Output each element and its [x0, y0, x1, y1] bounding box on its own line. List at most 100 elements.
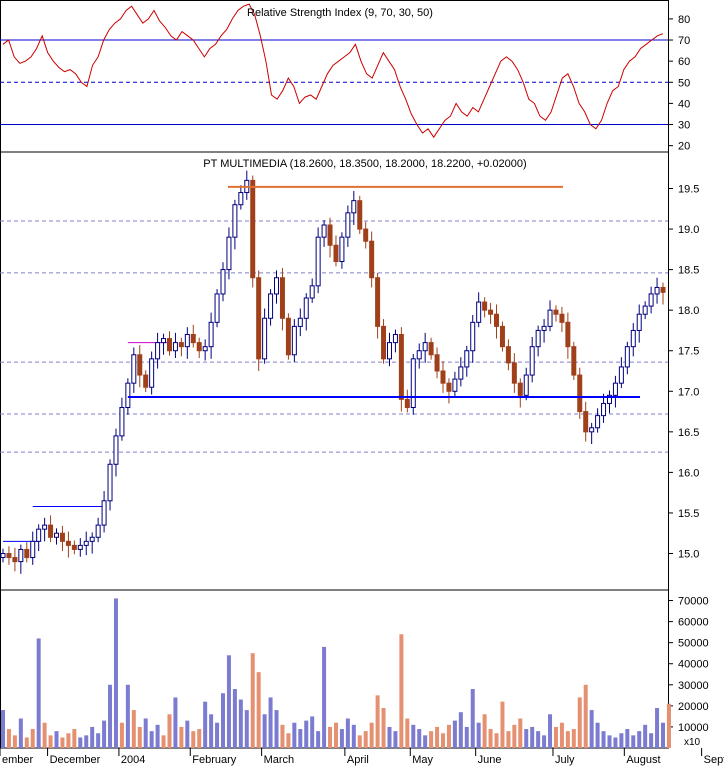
volume-bar [96, 733, 101, 748]
candle-body [0, 553, 6, 559]
candle-body [71, 544, 77, 550]
volume-bar [405, 718, 410, 748]
volume-bar [631, 735, 636, 748]
candle-body [464, 350, 470, 368]
volume-bar [607, 735, 612, 748]
candle-body [226, 236, 232, 271]
volume-bar [393, 731, 398, 748]
rsi-title: Relative Strength Index (9, 70, 30, 50) [247, 7, 433, 19]
candle-body [511, 362, 517, 384]
price-tick-label: 16.0 [678, 467, 699, 479]
candle-body [274, 277, 280, 295]
candle-body [505, 346, 511, 364]
volume-bar [530, 726, 535, 748]
candle-body [250, 179, 256, 279]
volume-bar [655, 707, 660, 748]
volume-bar [328, 726, 333, 748]
volume-bar [565, 731, 570, 748]
volume-bar [548, 714, 553, 748]
volume-tick-label: 70000 [678, 596, 709, 608]
volume-bar [613, 737, 618, 748]
candle-body [618, 366, 624, 384]
volume-bar [42, 722, 47, 748]
volume-bar [399, 634, 404, 748]
volume-bar [577, 697, 582, 748]
volume-bar [250, 653, 255, 748]
candle-body [77, 544, 83, 550]
volume-bar [18, 718, 23, 748]
volume-bar [24, 737, 29, 748]
volume-bar [66, 733, 71, 748]
volume-bar [191, 731, 196, 748]
volume-bar [619, 733, 624, 748]
candle-body [119, 407, 125, 437]
volume-bar [6, 729, 11, 748]
price-tick-label: 16.5 [678, 427, 699, 439]
volume-tick-label: 50000 [678, 638, 709, 650]
candle-body [416, 350, 422, 360]
volume-bar [524, 729, 529, 748]
candle-body [65, 540, 71, 546]
volume-bar [1, 710, 5, 748]
candle-body [499, 325, 505, 348]
candle-body [238, 192, 244, 206]
candle-body [428, 342, 434, 356]
candle-body [559, 313, 565, 323]
candle-body [291, 325, 297, 356]
rsi-tick-label: 70 [678, 35, 690, 47]
volume-bar [381, 707, 386, 748]
volume-bar [589, 710, 594, 748]
candle-body [381, 325, 387, 360]
volume-bar [595, 722, 600, 748]
rsi-tick-label: 60 [678, 56, 690, 68]
volume-bar [518, 718, 523, 748]
volume-bar [298, 729, 303, 748]
candle-body [494, 313, 500, 327]
volume-bar [215, 722, 220, 748]
candle-body [547, 309, 553, 327]
volume-bar [90, 726, 95, 748]
candle-body [553, 309, 559, 315]
rsi-panel: 20 30 40 50 60 70 80 [0, 0, 690, 153]
candle-body [149, 358, 155, 388]
volume-bar [221, 693, 225, 748]
volume-bar [488, 729, 493, 748]
candle-body [303, 297, 309, 319]
candle-body [458, 366, 464, 380]
volume-bar [446, 724, 451, 748]
volume-bar [310, 716, 315, 748]
volume-bar [494, 733, 499, 748]
price-tick-label: 15.5 [678, 508, 699, 520]
candle-body [446, 382, 452, 392]
candle-body [422, 342, 428, 352]
candle-body [541, 325, 547, 331]
volume-panel: 10000 20000 30000 40000 50000 60000 70000 [0, 589, 709, 749]
candle-body [131, 354, 137, 384]
volume-bar [131, 710, 136, 748]
volume-tick-label: 60000 [678, 617, 709, 629]
volume-bar [470, 689, 475, 748]
price-tick-label: 18.5 [678, 265, 699, 277]
volume-bar [155, 724, 160, 748]
candle-body [137, 354, 143, 376]
volume-bar [369, 722, 374, 748]
candle-body [333, 244, 339, 262]
candle-body [529, 346, 535, 376]
candle-body [369, 240, 375, 279]
rsi-tick-label: 20 [678, 141, 690, 153]
price-tick-label: 17.0 [678, 386, 699, 398]
volume-bar [637, 731, 642, 748]
volume-bar [304, 720, 309, 748]
candle-body [577, 374, 583, 413]
volume-bar [464, 726, 469, 748]
volume-bar [649, 733, 654, 748]
x-tick-label: Sept [704, 754, 724, 766]
rsi-line [2, 3, 664, 139]
volume-bar [30, 729, 35, 748]
candle-body [143, 374, 149, 388]
volume-tick-label: 10000 [678, 722, 709, 734]
volume-bar [482, 714, 487, 748]
candle-body [107, 463, 113, 502]
candle-body [327, 224, 333, 246]
